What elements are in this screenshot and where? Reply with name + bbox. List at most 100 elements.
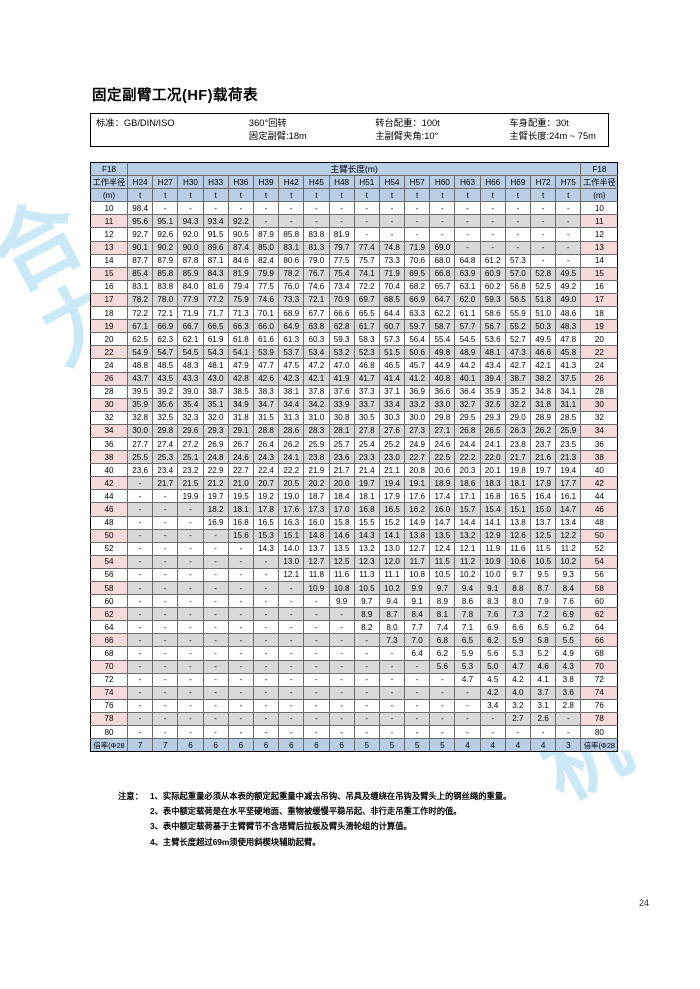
capacity-cell-h48-r40: 21.7 xyxy=(328,463,355,478)
row-radius-right: 20 xyxy=(580,332,619,347)
capacity-cell-h72-r17: 51.8 xyxy=(529,292,557,308)
row-radius-right: 50 xyxy=(580,528,619,543)
capacity-cell-h33-r78: - xyxy=(202,711,229,727)
capacity-cell-h60-r42: 18.9 xyxy=(429,476,456,491)
capacity-cell-h33-r22: 54.3 xyxy=(202,345,229,360)
capacity-cell-h24-r10: 98.4 xyxy=(126,201,154,216)
note-item: 3、表中额定载荷基于主臂臂节不含塔臂后拉板及臂头滑轮组的计算值。 xyxy=(150,821,412,832)
capacity-cell-h30-r58: - xyxy=(177,580,204,596)
capacity-cell-h60-r78: - xyxy=(429,711,456,727)
capacity-cell-h42-r28: 38.1 xyxy=(278,384,305,399)
capacity-cell-h33-r80: - xyxy=(202,725,229,740)
capacity-cell-h69-r60: 8.0 xyxy=(504,594,532,609)
col-header-h57: H57 xyxy=(404,175,431,190)
capacity-cell-h42-r17: 73.3 xyxy=(278,292,305,308)
table-row: 16 83.1 83.8 84.0 81.6 79.4 77.5 76.0 74.6 73.4 72… xyxy=(90,279,619,294)
capacity-cell-h72-r70: 4.6 xyxy=(529,659,557,674)
capacity-cell-h39-r52: 14.3 xyxy=(252,541,280,556)
capacity-cell-h69-r44: 16.5 xyxy=(504,489,532,504)
capacity-cell-h48-r64: - xyxy=(328,620,355,635)
capacity-cell-h57-r36: 24.9 xyxy=(404,436,431,452)
capacity-cell-h33-r42: 21.2 xyxy=(202,476,229,491)
capacity-cell-h45-r28: 37.8 xyxy=(303,384,330,399)
capacity-cell-h27-r74: - xyxy=(152,685,179,700)
capacity-cell-h69-r42: 18.1 xyxy=(504,476,532,491)
capacity-cell-h45-r19: 63.8 xyxy=(303,319,330,334)
capacity-cell-h24-r48: - xyxy=(126,515,154,530)
row-radius-right: 44 xyxy=(580,489,619,504)
capacity-cell-h69-r28: 35.2 xyxy=(504,384,532,399)
capacity-cell-h30-r26: 43.3 xyxy=(177,371,204,386)
capacity-cell-h30-r72: - xyxy=(177,672,204,687)
capacity-cell-h63-r66: 6.5 xyxy=(454,633,481,648)
capacity-cell-h57-r74: - xyxy=(404,685,431,700)
capacity-cell-h24-r20: 62.5 xyxy=(126,332,154,347)
capacity-cell-h45-r12: 83.8 xyxy=(303,227,330,242)
capacity-cell-h75-r11: - xyxy=(555,214,582,229)
capacity-cell-h60-r36: 24.6 xyxy=(429,436,456,452)
capacity-cell-h45-r50: 14.8 xyxy=(303,528,330,543)
reeving-value-h57: 5 xyxy=(404,738,431,753)
capacity-cell-h60-r17: 64.7 xyxy=(429,292,456,308)
capacity-cell-h51-r64: 8.2 xyxy=(353,620,380,635)
capacity-cell-h75-r16: 49.2 xyxy=(555,279,582,294)
table-row: 24 48.8 48.5 48.3 48.1 47.9 47.7 47.5 47.2 47.0 46… xyxy=(90,358,619,373)
capacity-cell-h39-r48: 16.5 xyxy=(252,515,280,530)
capacity-cell-h57-r52: 12.7 xyxy=(404,541,431,556)
table-row: 14 87.7 87.9 87.8 87.1 84.6 82.4 80.6 79.0 77.5 75… xyxy=(90,253,619,268)
capacity-cell-h33-r15: 84.3 xyxy=(202,266,229,281)
row-radius-right: 58 xyxy=(580,580,619,596)
capacity-cell-h75-r30: 31.1 xyxy=(555,397,582,412)
capacity-cell-h27-r76: - xyxy=(152,698,179,713)
capacity-cell-h36-r13: 87.4 xyxy=(227,240,254,255)
capacity-cell-h69-r64: 6.6 xyxy=(504,620,532,635)
capacity-cell-h27-r56: - xyxy=(152,567,179,583)
capacity-cell-h27-r24: 48.5 xyxy=(152,358,179,373)
capacity-cell-h66-r32: 29.3 xyxy=(479,410,506,425)
reeving-value-h66: 4 xyxy=(479,738,506,753)
capacity-cell-h69-r68: 5.3 xyxy=(504,646,532,661)
capacity-cell-h42-r30: 34.4 xyxy=(278,397,305,412)
capacity-cell-h36-r68: - xyxy=(227,646,254,661)
capacity-cell-h60-r64: 7.4 xyxy=(429,620,456,635)
capacity-cell-h51-r56: 11.3 xyxy=(353,567,380,583)
capacity-cell-h63-r15: 63.9 xyxy=(454,266,481,281)
capacity-cell-h66-r54: 10.9 xyxy=(479,554,506,569)
capacity-cell-h36-r80: - xyxy=(227,725,254,740)
capacity-cell-h63-r17: 62.0 xyxy=(454,292,481,308)
capacity-cell-h75-r72: 3.8 xyxy=(555,672,582,687)
capacity-cell-h24-r14: 87.7 xyxy=(126,253,154,268)
capacity-cell-h33-r46: 18.2 xyxy=(202,502,229,517)
capacity-cell-h36-r46: 18.1 xyxy=(227,502,254,517)
capacity-cell-h72-r76: 3.1 xyxy=(529,698,557,713)
capacity-cell-h72-r64: 6.5 xyxy=(529,620,557,635)
capacity-cell-h51-r46: 16.8 xyxy=(353,502,380,517)
capacity-cell-h48-r48: 15.8 xyxy=(328,515,355,530)
unit-h66: t xyxy=(479,188,506,203)
capacity-cell-h51-r13: 77.4 xyxy=(353,240,380,255)
capacity-cell-h66-r28: 35.9 xyxy=(479,384,506,399)
capacity-cell-h60-r10: - xyxy=(429,201,456,216)
carbody-counterweight-label: 车身配重：30t xyxy=(509,118,569,128)
unit-h72: t xyxy=(529,188,557,203)
capacity-cell-h63-r44: 17.1 xyxy=(454,489,481,504)
capacity-cell-h39-r36: 26.4 xyxy=(252,436,280,452)
capacity-cell-h42-r20: 61.3 xyxy=(278,332,305,347)
capacity-cell-h72-r58: 8.7 xyxy=(529,580,557,596)
capacity-cell-h54-r78: - xyxy=(378,711,406,727)
capacity-cell-h39-r40: 22.4 xyxy=(252,463,280,478)
capacity-cell-h45-r20: 60.3 xyxy=(303,332,330,347)
capacity-cell-h42-r66: - xyxy=(278,633,305,648)
capacity-cell-h69-r70: 4.7 xyxy=(504,659,532,674)
capacity-cell-h60-r12: - xyxy=(429,227,456,242)
table-foot: 倍率(Φ28 7 7 6 6 6 6 6 6 6 5 5 5 5 4 4 4 4 3 倍率(Φ28 xyxy=(90,738,619,753)
capacity-cell-h27-r17: 78.0 xyxy=(152,292,179,308)
capacity-cell-h30-r52: - xyxy=(177,541,204,556)
capacity-cell-h54-r44: 17.9 xyxy=(378,489,406,504)
table-row: 30 35.9 35.6 35.4 35.1 34.9 34.7 34.4 34.2 33.9 33… xyxy=(90,397,619,412)
capacity-cell-h60-r32: 29.8 xyxy=(429,410,456,425)
row-radius-right: 24 xyxy=(580,358,619,373)
capacity-cell-h66-r56: 10.0 xyxy=(479,567,506,583)
row-radius-left: 17 xyxy=(90,292,128,308)
capacity-cell-h48-r12: 81.9 xyxy=(328,227,355,242)
